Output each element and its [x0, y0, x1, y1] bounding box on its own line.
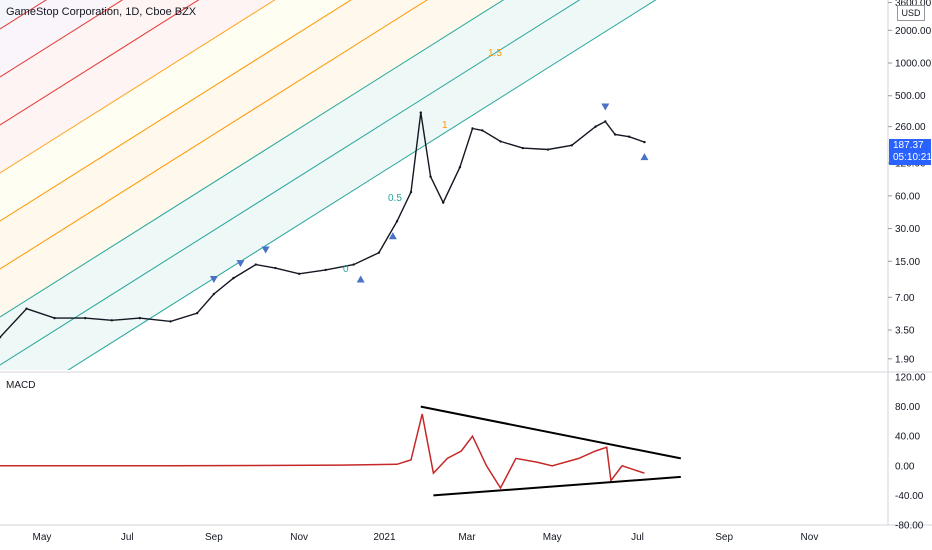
price-tick-label: 3600.00	[895, 0, 932, 9]
price-point	[594, 125, 597, 128]
up-marker-icon	[356, 275, 365, 283]
fib-channel-lines	[0, 0, 657, 370]
price-point	[409, 190, 413, 194]
fib-channel-bands	[0, 0, 656, 370]
up-marker-icon	[388, 232, 397, 240]
fib-level-label: 0	[343, 264, 349, 275]
macd-tick-label: 40.00	[895, 432, 920, 443]
fib-level-label: 1.5	[488, 48, 502, 59]
macd-tick-label: 0.00	[895, 461, 915, 472]
macd-pane	[0, 405, 682, 497]
bar-countdown: 05:10:21	[893, 152, 932, 163]
price-point	[481, 129, 484, 132]
time-tick-label: Sep	[715, 532, 733, 543]
macd-tick-label: 80.00	[895, 402, 920, 413]
down-marker-icon	[601, 103, 610, 111]
macd-tick-label: -40.00	[895, 491, 924, 502]
price-tick-label: 1.90	[895, 354, 915, 365]
macd-line	[0, 413, 645, 490]
price-point	[643, 140, 646, 144]
fib-level-label: 1	[442, 120, 448, 131]
price-point	[613, 133, 617, 136]
time-tick-label: Jul	[121, 532, 134, 543]
down-marker-icon	[209, 276, 218, 284]
fib-line	[0, 0, 200, 126]
price-tick-label: 30.00	[895, 224, 920, 235]
time-tick-label: 2021	[373, 532, 396, 543]
price-point	[429, 175, 432, 178]
fib-line	[0, 0, 352, 222]
up-marker-icon	[640, 153, 649, 161]
price-point	[212, 292, 216, 296]
price-point	[627, 135, 631, 138]
price-point	[441, 201, 445, 204]
price-point	[25, 307, 28, 310]
time-tick-label: Mar	[458, 532, 476, 543]
fib-line	[0, 0, 276, 174]
price-point	[232, 276, 235, 280]
price-point	[352, 263, 355, 266]
price-point	[604, 120, 607, 123]
macd-label: MACD	[6, 380, 36, 391]
fib-line	[0, 0, 428, 270]
price-point	[254, 263, 258, 266]
fib-line	[0, 0, 505, 318]
currency-badge[interactable]: USD	[897, 5, 925, 21]
price-point	[53, 316, 56, 320]
price-point	[471, 127, 474, 130]
price-point	[419, 111, 422, 114]
down-marker-icon	[236, 260, 245, 268]
time-tick-label: Nov	[290, 532, 308, 543]
last-price-tag: 187.37 05:10:21	[889, 139, 932, 165]
price-point	[324, 268, 327, 272]
macd-trendline	[420, 405, 682, 460]
fib-level-label: 0.5	[388, 193, 402, 204]
price-point	[110, 319, 114, 322]
fib-labels: 0 0.5 1 1.5	[343, 48, 502, 275]
price-tick-label: 7.00	[895, 293, 915, 304]
time-tick-label: Jul	[631, 532, 644, 543]
price-series	[0, 111, 646, 339]
price-point	[274, 266, 277, 270]
down-marker-icon	[261, 246, 270, 254]
price-point	[570, 144, 573, 147]
chart-title: GameStop Corporation, 1D, Cboe BZX	[6, 6, 197, 18]
pattern-markers	[209, 103, 649, 284]
price-tick-label: 3.50	[895, 325, 915, 336]
price-point	[84, 316, 87, 320]
time-tick-label: May	[543, 532, 562, 543]
last-price-value: 187.37	[893, 140, 924, 151]
fib-line	[67, 0, 657, 370]
price-point	[377, 251, 381, 254]
price-tick-label: 1000.00	[895, 59, 932, 70]
price-point	[458, 166, 462, 169]
price-point	[499, 140, 502, 143]
macd-tick-label: 120.00	[895, 373, 926, 384]
macd-tick-label: -80.00	[895, 521, 924, 532]
time-tick-label: Nov	[801, 532, 819, 543]
price-point	[546, 148, 550, 151]
price-point	[138, 316, 141, 320]
price-tick-label: 60.00	[895, 191, 920, 202]
price-point	[297, 272, 301, 276]
price-point	[395, 220, 399, 223]
macd-trendline	[433, 475, 681, 497]
price-point	[0, 336, 2, 339]
price-point	[521, 146, 525, 150]
price-tick-label: 500.00	[895, 91, 926, 102]
fib-line	[0, 0, 581, 366]
time-tick-label: Sep	[205, 532, 223, 543]
price-point	[169, 320, 172, 323]
fib-band	[0, 0, 656, 370]
price-tick-label: 260.00	[895, 122, 926, 133]
price-tick-label: 15.00	[895, 257, 920, 268]
price-tick-label: 2000.00	[895, 26, 932, 37]
price-point	[195, 311, 199, 315]
time-tick-label: May	[32, 532, 51, 543]
